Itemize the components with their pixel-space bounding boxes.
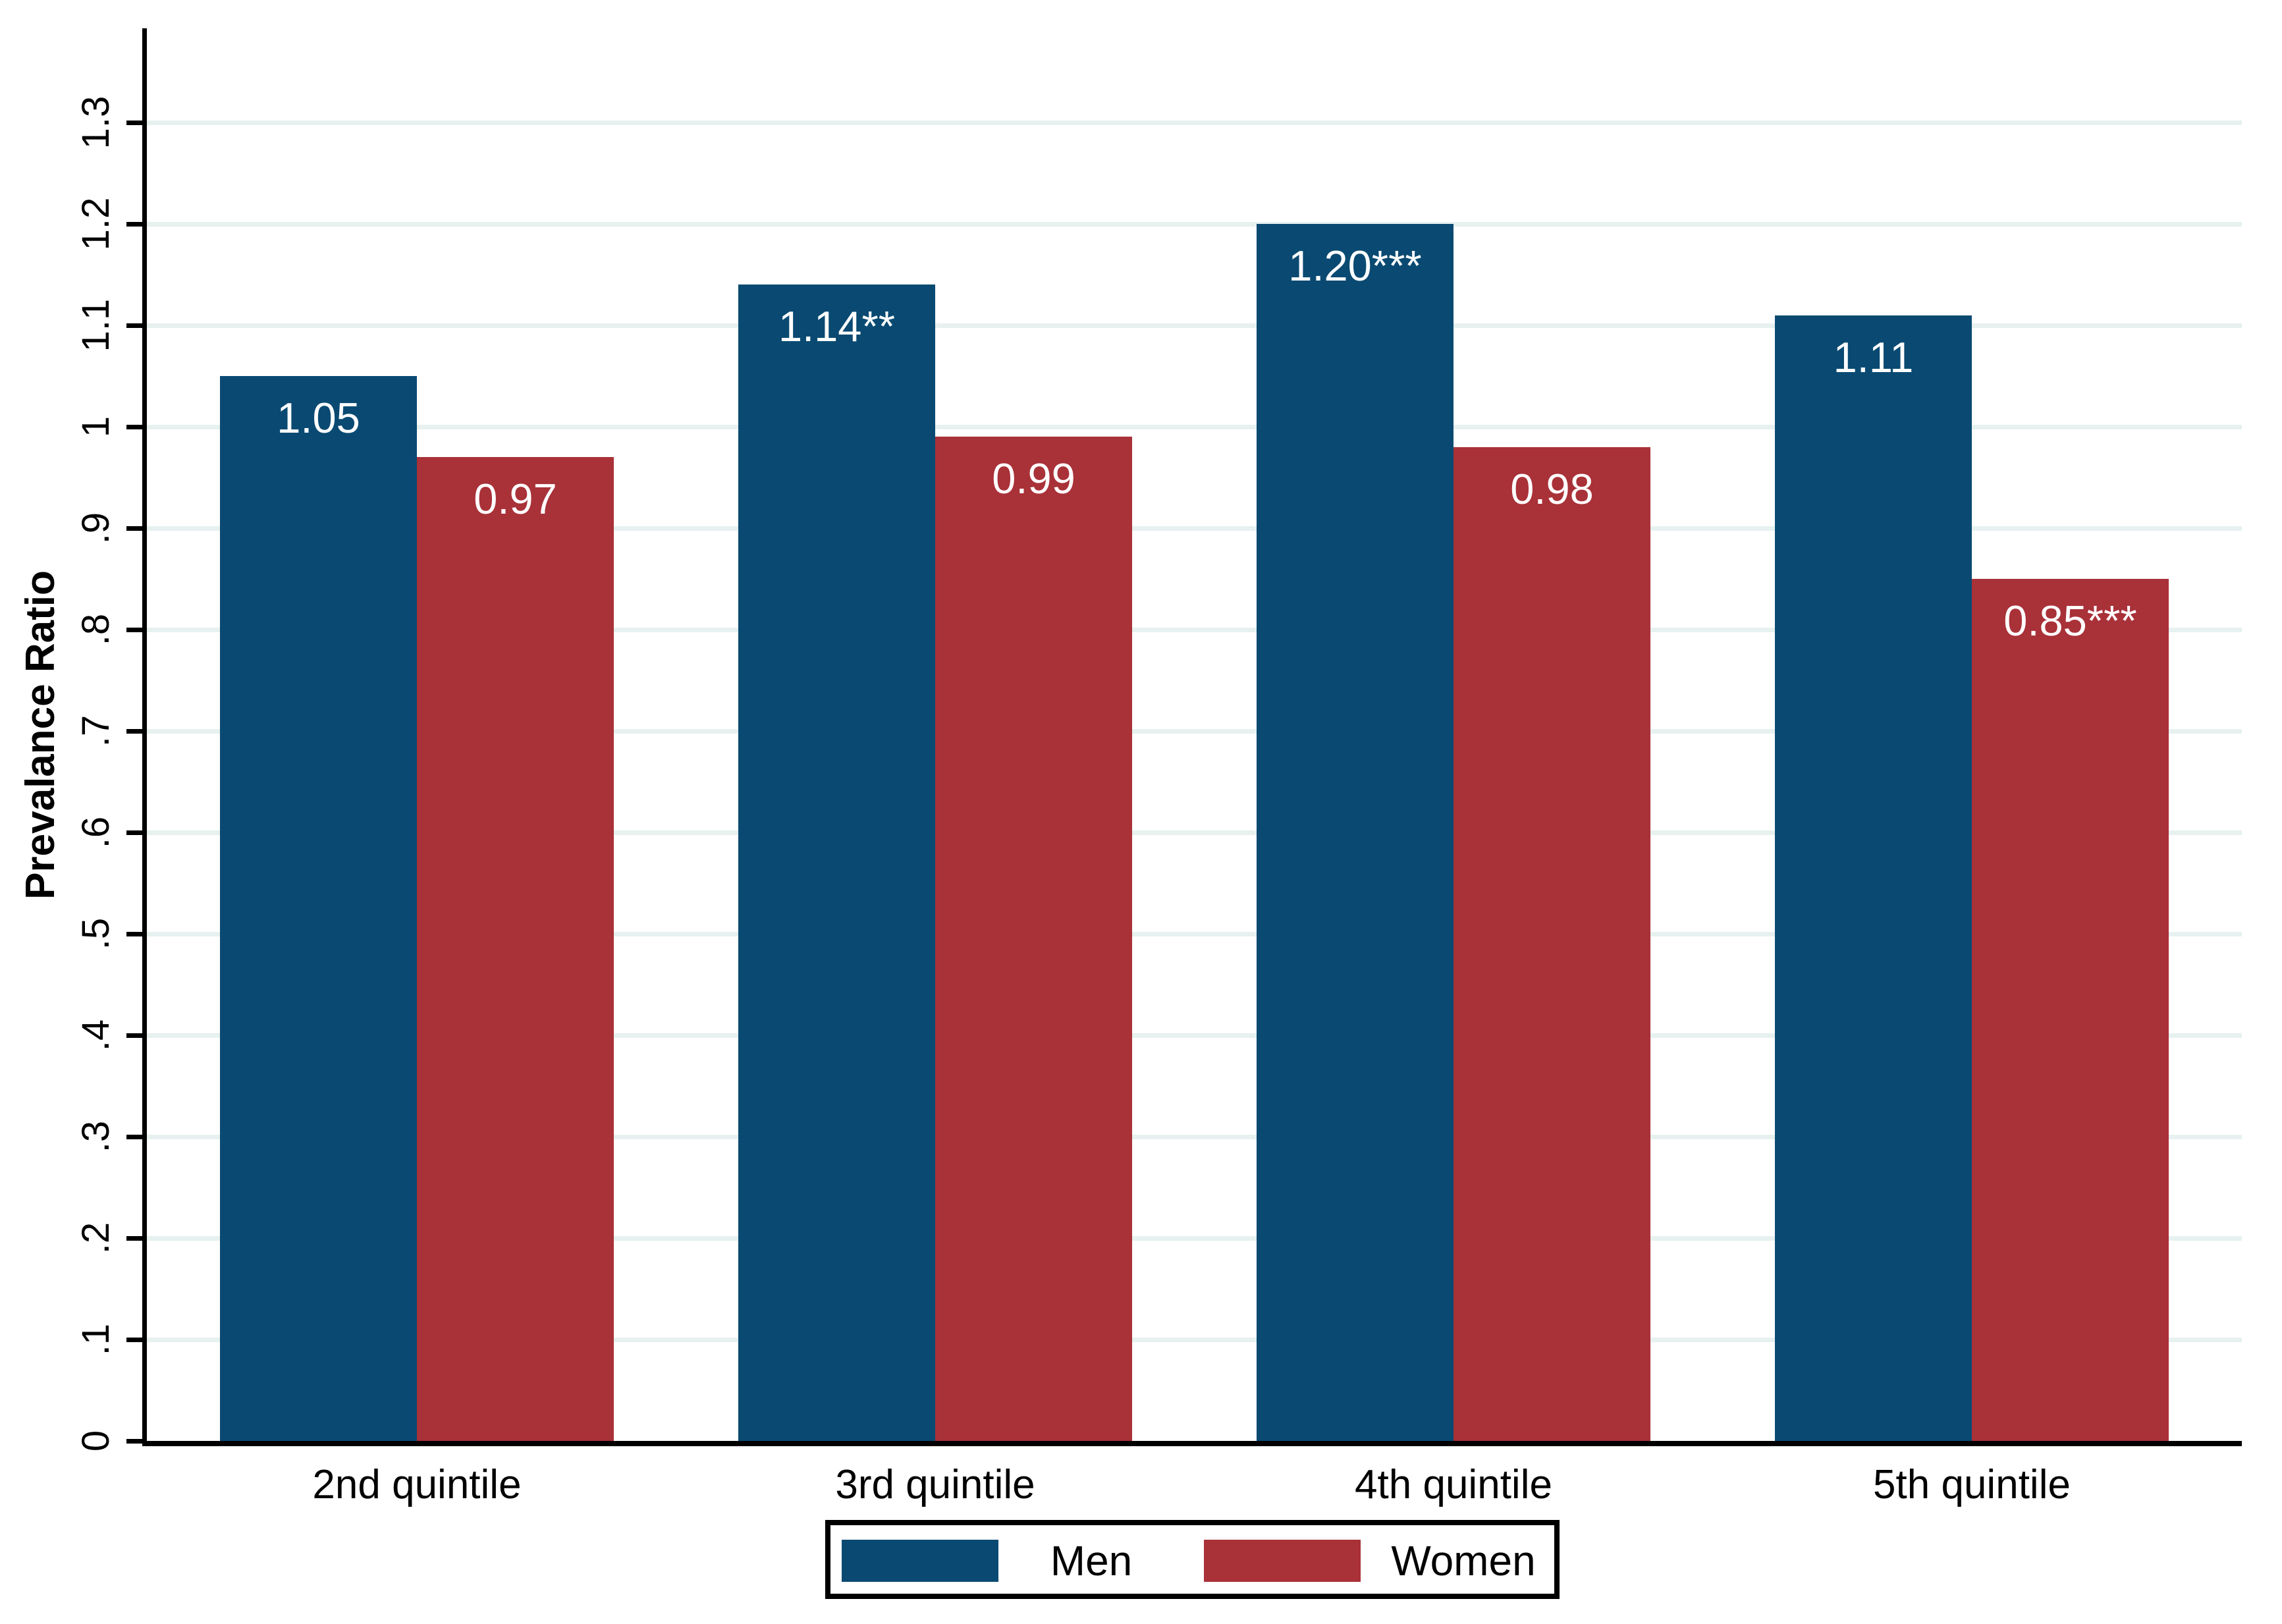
x-category-label: 3rd quintile bbox=[835, 1462, 1035, 1507]
y-tick-label: 1.3 bbox=[74, 95, 117, 149]
y-axis-line bbox=[142, 28, 147, 1446]
gridline bbox=[147, 1033, 2242, 1038]
y-tick bbox=[126, 729, 142, 734]
y-tick-label: .3 bbox=[74, 1120, 117, 1153]
gridline bbox=[147, 628, 2242, 632]
bar-value-label: 0.99 bbox=[992, 454, 1075, 502]
y-tick bbox=[126, 425, 142, 429]
gridline bbox=[147, 425, 2242, 429]
y-tick bbox=[126, 323, 142, 328]
legend: Men Women bbox=[825, 1520, 1560, 1599]
y-tick bbox=[126, 932, 142, 936]
legend-swatch-men bbox=[842, 1540, 998, 1582]
y-tick bbox=[126, 1033, 142, 1038]
gridline bbox=[147, 323, 2242, 328]
y-axis-title: Prevalance Ratio bbox=[18, 570, 63, 900]
legend-swatch-women bbox=[1204, 1540, 1361, 1582]
y-tick bbox=[126, 121, 142, 125]
bar-men-3rd-quintile: 1.14** bbox=[738, 284, 935, 1441]
y-tick bbox=[126, 1439, 142, 1444]
x-category-label: 4th quintile bbox=[1355, 1462, 1552, 1507]
bar-women-4th-quintile: 0.98 bbox=[1453, 447, 1650, 1441]
gridline bbox=[147, 526, 2242, 531]
bar-women-3rd-quintile: 0.99 bbox=[935, 437, 1132, 1441]
y-tick-label: .7 bbox=[74, 715, 117, 747]
bar-men-2nd-quintile: 1.05 bbox=[220, 376, 417, 1441]
y-tick-label: 1 bbox=[74, 416, 117, 438]
x-category-label: 2nd quintile bbox=[312, 1462, 522, 1507]
x-axis-line bbox=[142, 1441, 2242, 1446]
gridline bbox=[147, 830, 2242, 835]
gridline bbox=[147, 729, 2242, 734]
bar-value-label: 1.20*** bbox=[1288, 242, 1422, 290]
y-tick-label: .6 bbox=[74, 816, 117, 849]
x-category-label: 5th quintile bbox=[1873, 1462, 2071, 1507]
bar-value-label: 1.05 bbox=[277, 394, 360, 442]
y-tick-label: .2 bbox=[74, 1222, 117, 1255]
bar-men-5th-quintile: 1.11 bbox=[1775, 315, 1972, 1441]
y-tick bbox=[126, 526, 142, 531]
bar-women-2nd-quintile: 0.97 bbox=[417, 457, 614, 1441]
y-tick bbox=[126, 1236, 142, 1241]
y-tick-label: .4 bbox=[74, 1019, 117, 1052]
y-tick-label: .5 bbox=[74, 917, 117, 950]
y-tick-label: 0 bbox=[74, 1430, 117, 1452]
bar-value-label: 0.98 bbox=[1510, 465, 1594, 513]
bar-value-label: 0.85*** bbox=[2003, 597, 2137, 645]
bar-value-label: 0.97 bbox=[474, 475, 557, 523]
bar-women-5th-quintile: 0.85*** bbox=[1972, 579, 2169, 1441]
y-tick bbox=[126, 830, 142, 835]
y-tick bbox=[126, 222, 142, 227]
y-tick bbox=[126, 628, 142, 632]
y-tick-label: .1 bbox=[74, 1323, 117, 1356]
y-tick bbox=[126, 1338, 142, 1342]
bar-men-4th-quintile: 1.20*** bbox=[1257, 224, 1453, 1441]
y-tick bbox=[126, 1135, 142, 1139]
gridline bbox=[147, 222, 2242, 227]
y-tick-label: .8 bbox=[74, 613, 117, 646]
gridline bbox=[147, 932, 2242, 936]
legend-label-women: Women bbox=[1391, 1537, 1536, 1584]
y-tick-label: 1.1 bbox=[74, 298, 117, 352]
gridline bbox=[147, 1135, 2242, 1139]
gridline bbox=[147, 1338, 2242, 1342]
y-tick-label: 1.2 bbox=[74, 197, 117, 251]
legend-label-men: Men bbox=[1050, 1537, 1133, 1584]
gridline bbox=[147, 121, 2242, 125]
y-tick-label: .9 bbox=[74, 512, 117, 545]
bar-value-label: 1.11 bbox=[1833, 333, 1914, 381]
gridline bbox=[147, 1236, 2242, 1241]
bar-value-label: 1.14** bbox=[778, 302, 896, 350]
